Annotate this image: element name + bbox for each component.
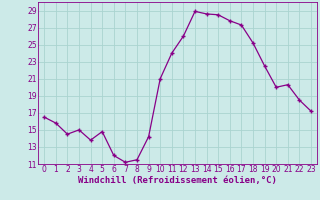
X-axis label: Windchill (Refroidissement éolien,°C): Windchill (Refroidissement éolien,°C) — [78, 176, 277, 185]
